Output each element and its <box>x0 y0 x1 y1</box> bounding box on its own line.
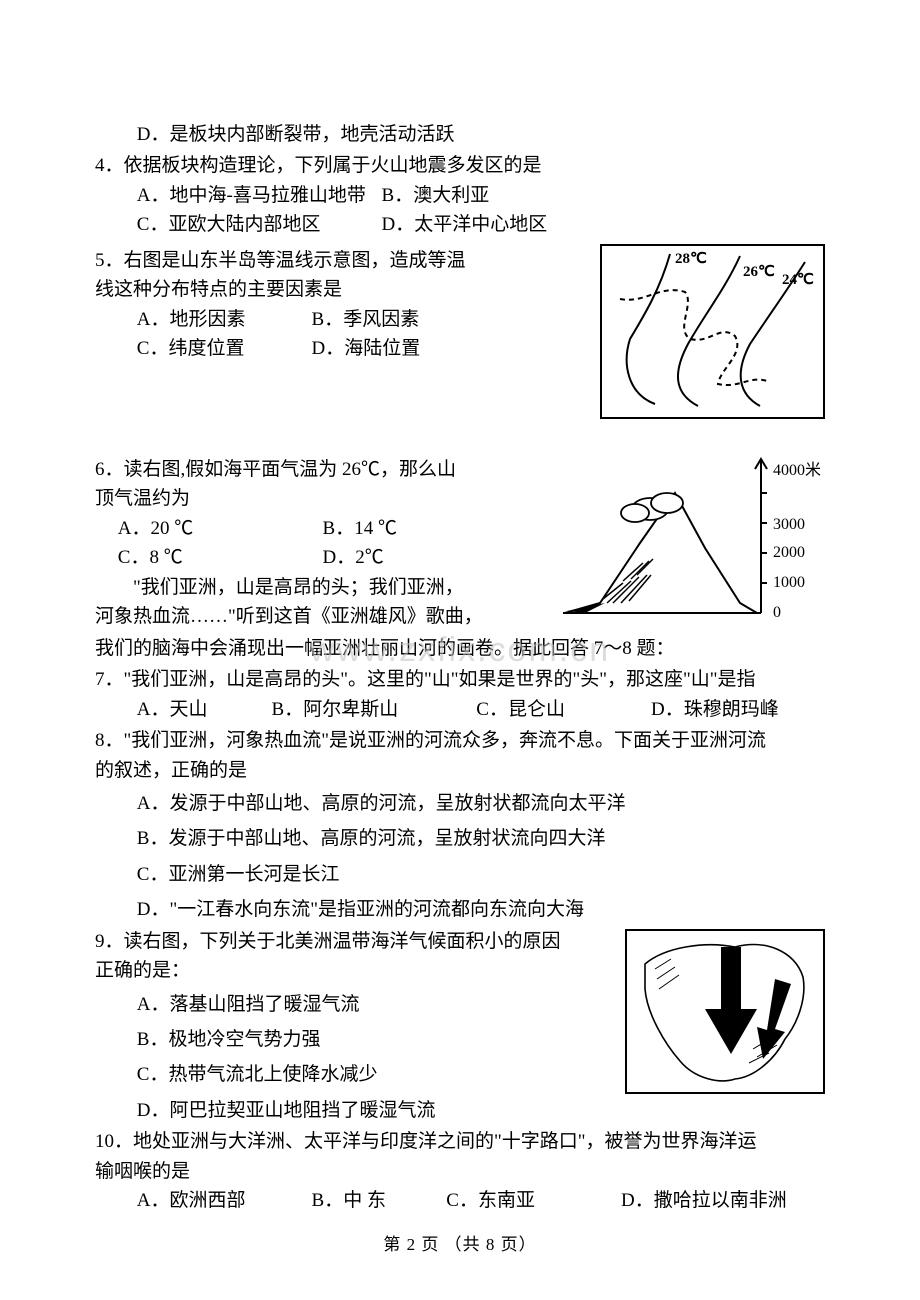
q10-stem-line2: 输咽喉的是 <box>95 1157 825 1186</box>
q9-option-d: D．阿巴拉契亚山地阻挡了暖湿气流 <box>95 1096 825 1125</box>
q3-option-d: D．是板块内部断裂带，地壳活动活跃 <box>95 120 825 149</box>
q6-figure: 4000米 3000 2000 1000 0 <box>545 453 825 628</box>
q8-option-d: D．"一江春水向东流"是指亚洲的河流都向东流向大海 <box>95 895 825 924</box>
q8-option-b: B．发源于中部山地、高原的河流，呈放射状流向四大洋 <box>95 824 825 853</box>
q5-figure: 28℃ 26℃ 24℃ <box>600 244 825 419</box>
q5-option-c: C．纬度位置 <box>137 334 307 363</box>
q7-option-b: B．阿尔卑斯山 <box>272 695 472 724</box>
q10-option-b: B．中 东 <box>312 1186 442 1215</box>
page-footer: 第 2 页 （共 8 页） <box>0 1232 920 1258</box>
q10-option-d: D．撒哈拉以南非洲 <box>621 1186 787 1215</box>
footer-suffix: 页） <box>495 1235 536 1254</box>
q8-option-c: C．亚洲第一长河是长江 <box>95 860 825 889</box>
q10-stem-line1: 10．地处亚洲与大洋洲、太平洋与印度洋之间的"十字路口"，被誉为世界海洋运 <box>95 1127 825 1156</box>
label-24c: 24℃ <box>782 272 814 288</box>
exam-page: www.zxfix.com.cn D．是板块内部断裂带，地壳活动活跃 4．依据板… <box>0 0 920 1300</box>
q4-option-b: B．澳大利亚 <box>382 181 490 210</box>
q5-option-d: D．海陆位置 <box>312 334 421 363</box>
q6-option-d: D．2℃ <box>323 543 384 572</box>
q8-stem-line2: 的叙述，正确的是 <box>95 756 825 785</box>
q4-options-row2: C．亚欧大陆内部地区 D．太平洋中心地区 <box>95 210 825 239</box>
q10-option-c: C．东南亚 <box>446 1186 616 1215</box>
ylabel-4000: 4000米 <box>773 461 821 479</box>
label-26c: 26℃ <box>743 264 775 280</box>
ylabel-1000: 1000 <box>773 574 805 591</box>
label-28c: 28℃ <box>675 251 707 267</box>
q5-option-a: A．地形因素 <box>137 305 307 334</box>
q4-stem: 4．依据板块构造理论，下列属于火山地震多发区的是 <box>95 151 825 180</box>
q10-options: A．欧洲西部 B．中 东 C．东南亚 D．撒哈拉以南非洲 <box>95 1186 825 1215</box>
q7-option-d: D．珠穆朗玛峰 <box>651 695 779 724</box>
q7-options: A．天山 B．阿尔卑斯山 C．昆仑山 D．珠穆朗玛峰 <box>95 695 825 724</box>
footer-total: 8 <box>486 1235 496 1254</box>
q6-option-b: B．14 ℃ <box>323 514 397 543</box>
ylabel-0: 0 <box>773 604 781 621</box>
q4-option-d: D．太平洋中心地区 <box>382 210 548 239</box>
q5-option-b: B．季风因素 <box>312 305 420 334</box>
q6-option-a: A．20 ℃ <box>118 514 318 543</box>
footer-mid: 页 （共 <box>416 1235 486 1254</box>
q7-option-a: A．天山 <box>137 695 267 724</box>
q7-stem: 7．"我们亚洲，山是高昂的头"。这里的"山"如果是世界的"头"，那这座"山"是指 <box>95 665 825 694</box>
north-america-map-svg <box>625 929 825 1094</box>
footer-current: 2 <box>407 1235 417 1254</box>
q8-option-a: A．发源于中部山地、高原的河流，呈放射状都流向太平洋 <box>95 789 825 818</box>
q4-options-row1: A．地中海-喜马拉雅山地带 B．澳大利亚 <box>95 181 825 210</box>
q4-option-a: A．地中海-喜马拉雅山地带 <box>137 181 377 210</box>
q9-figure <box>625 929 825 1094</box>
isotherm-map-svg: 28℃ 26℃ 24℃ <box>600 244 825 419</box>
q8-stem-line1: 8．"我们亚洲，河象热血流"是说亚洲的河流众多，奔流不息。下面关于亚洲河流 <box>95 726 825 755</box>
mountain-chart-svg: 4000米 3000 2000 1000 0 <box>545 453 825 628</box>
q7-option-c: C．昆仑山 <box>476 695 646 724</box>
ylabel-3000: 3000 <box>773 516 805 533</box>
q4-option-c: C．亚欧大陆内部地区 <box>137 210 377 239</box>
footer-prefix: 第 <box>383 1235 406 1254</box>
passage-line3: 我们的脑海中会涌现出一幅亚洲壮丽山河的画卷。据此回答 7～8 题： <box>95 634 825 663</box>
q6-option-c: C．8 ℃ <box>118 543 318 572</box>
q10-option-a: A．欧洲西部 <box>137 1186 307 1215</box>
ylabel-2000: 2000 <box>773 544 805 561</box>
